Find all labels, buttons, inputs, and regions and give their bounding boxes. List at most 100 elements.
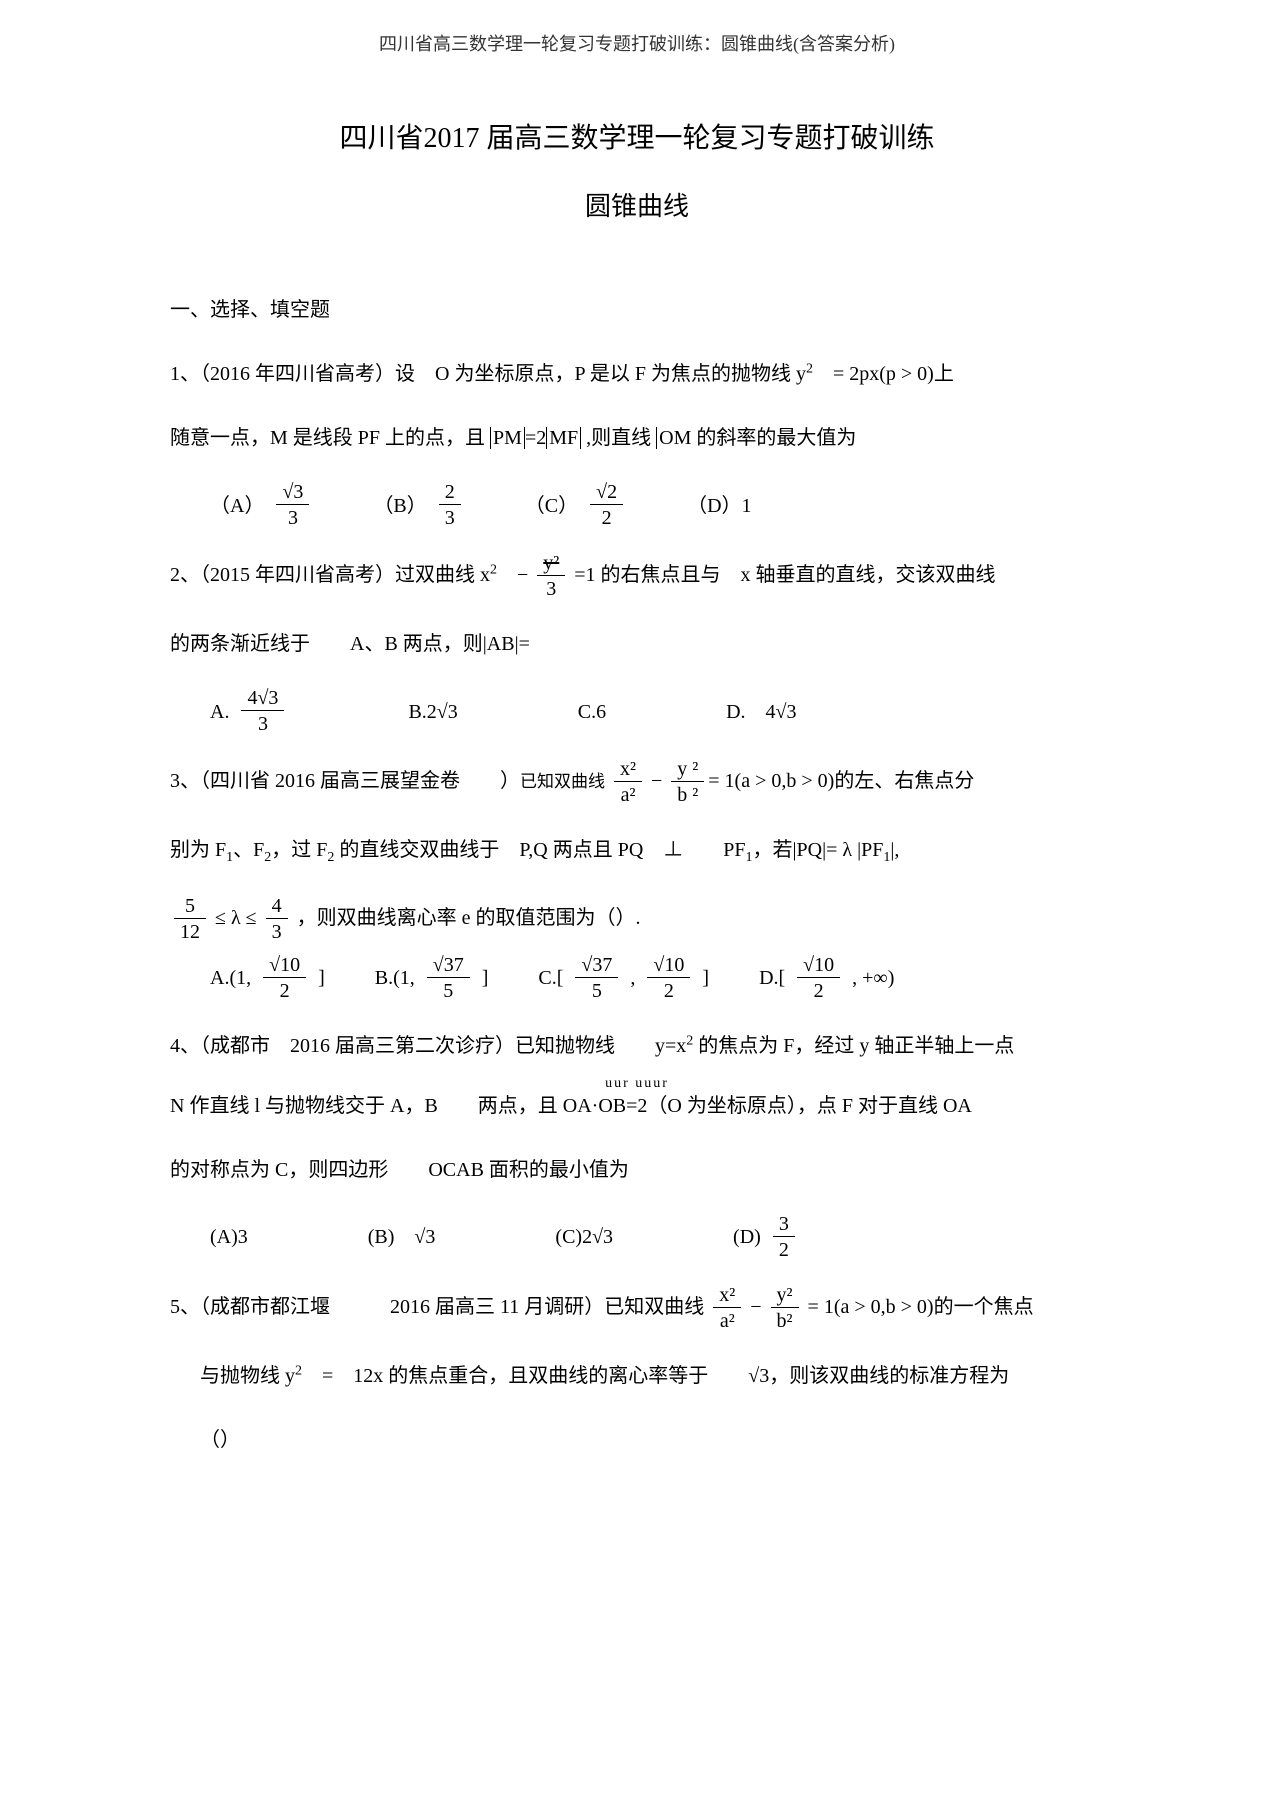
frac-num: y ² xyxy=(671,757,704,782)
q3-options: A.(1, √102 ] B.(1, √375 ] C.[ √375 , √10… xyxy=(170,953,1104,1004)
q5-text: 5、（成都市都江堰 2016 届高三 11 月调研）已知双曲线 xyxy=(170,1296,709,1318)
q2-text: =1 的右焦点且与 x 轴垂直的直线，交该双曲线 xyxy=(569,564,995,586)
q2-text: − xyxy=(497,564,533,586)
q3-tail: ，则双曲线离心率 e 的取值范围为（）. xyxy=(292,907,641,929)
q2-option-c: C.6 xyxy=(578,686,606,737)
q3-text: ，过 F xyxy=(271,839,327,861)
question-3-line2: 别为 F1、F2，过 F2 的直线交双曲线于 P,Q 两点且 PQ ⊥ PF1，… xyxy=(170,828,1104,874)
frac-den: 2 xyxy=(647,978,690,1004)
question-2-line2: 的两条渐近线于 A、B 两点，则|AB|= xyxy=(170,622,1104,666)
q1-option-a: （A） √33 xyxy=(210,480,313,531)
opt-label: B.(1, xyxy=(375,956,415,1000)
opt-suf: ] xyxy=(482,956,489,1000)
q4-option-b: (B) √3 xyxy=(368,1212,436,1263)
page-header: 四川省高三数学理一轮复习专题打破训练：圆锥曲线(含答案分析) xyxy=(170,30,1104,56)
q2-sup: 2 xyxy=(490,562,497,577)
q5-sup: 2 xyxy=(295,1363,302,1378)
q4-option-a: (A)3 xyxy=(210,1212,248,1263)
q3-text: 的直线交双曲线于 P,Q 两点且 PQ ⊥ PF xyxy=(334,839,745,861)
q1-text: = 2px(p > 0)上 xyxy=(813,363,954,385)
q1-pm: PM xyxy=(490,427,525,449)
q3-small: 已知双曲线 xyxy=(520,772,605,791)
question-5-line2: 与抛物线 y2 = 12x 的焦点重合，且双曲线的离心率等于 √3，则该双曲线的… xyxy=(170,1354,1104,1398)
sub: 1 xyxy=(746,850,753,865)
frac-num: √3 xyxy=(276,480,309,505)
frac-den: 5 xyxy=(427,978,470,1004)
question-2: 2、（2015 年四川省高考）过双曲线 x2 − y²3 =1 的右焦点且与 x… xyxy=(170,551,1104,602)
q3-text: 3、（四川省 2016 届高三展望金卷 ） xyxy=(170,770,520,792)
q3-minus: − xyxy=(646,770,667,792)
q4-option-c: (C)2√3 xyxy=(555,1212,613,1263)
q1-option-d: （D）1 xyxy=(687,480,751,531)
q3-text: 别为 F xyxy=(170,839,226,861)
q3-eq: = 1(a > 0,b > 0)的左、右焦点分 xyxy=(708,770,974,792)
frac-num: 4√3 xyxy=(241,686,284,711)
question-5: 5、（成都市都江堰 2016 届高三 11 月调研）已知双曲线 x²a² − y… xyxy=(170,1283,1104,1334)
q1-mf: MF xyxy=(546,427,581,449)
question-5-line3: （） xyxy=(170,1418,1104,1462)
q3-option-c: C.[ √375 , √102 ] xyxy=(538,953,709,1004)
q1-om: OM xyxy=(656,427,691,449)
frac-den: b ² xyxy=(671,782,704,808)
opt-suf: ] xyxy=(702,956,709,1000)
frac-num: x² xyxy=(614,757,642,782)
question-4: 4、（成都市 2016 届高三第二次诊疗）已知抛物线 y=x2 的焦点为 F，经… xyxy=(170,1024,1104,1068)
opt-comma: , xyxy=(630,956,635,1000)
frac-den: 5 xyxy=(575,978,618,1004)
section-heading: 一、选择、填空题 xyxy=(170,293,1104,322)
opt-label: （C） xyxy=(525,484,578,528)
question-3: 3、（四川省 2016 届高三展望金卷 ）已知双曲线 x²a² − y ²b ²… xyxy=(170,757,1104,808)
question-3-line3: 512 ≤ λ ≤ 43 ，则双曲线离心率 e 的取值范围为（）. xyxy=(170,894,1104,945)
frac-den: 3 xyxy=(276,505,309,531)
frac-num: √10 xyxy=(797,953,840,978)
frac-num: √10 xyxy=(263,953,306,978)
opt-label: C.[ xyxy=(538,956,563,1000)
frac-den: 3 xyxy=(537,576,565,602)
main-title: 四川省2017 届高三数学理一轮复习专题打破训练 xyxy=(170,116,1104,156)
question-1-line2: 随意一点，M 是线段 PF 上的点，且 PM=2MF ,则直线 OM 的斜率的最… xyxy=(170,416,1104,460)
opt-suf: ] xyxy=(318,956,325,1000)
q3-leq: ≤ λ ≤ xyxy=(210,907,262,929)
q5-text: 与抛物线 y xyxy=(200,1365,295,1387)
question-4-line2: N 作直线 l 与抛物线交于 A，B 两点，且 OA·OB=2（O 为坐标原点）… xyxy=(170,1084,1104,1128)
frac-den: 12 xyxy=(174,919,206,945)
frac-den: 2 xyxy=(263,978,306,1004)
q2-options: A. 4√33 B.2√3 C.6 D. 4√3 xyxy=(170,686,1104,737)
frac-den: b² xyxy=(771,1308,799,1334)
frac-num: √2 xyxy=(590,480,623,505)
opt-label: A. xyxy=(210,690,229,734)
q1-text: 的斜率的最大值为 xyxy=(691,427,856,449)
opt-label: D.[ xyxy=(759,956,785,1000)
frac-den: 3 xyxy=(241,711,284,737)
q1-text: 随意一点，M 是线段 PF 上的点，且 xyxy=(170,427,490,449)
frac-den: 2 xyxy=(797,978,840,1004)
frac-num: y² xyxy=(771,1283,799,1308)
q1-text: 1、（2016 年四川省高考）设 O 为坐标原点，P 是以 F 为焦点的抛物线 … xyxy=(170,363,806,385)
q5-eq: = 1(a > 0,b > 0)的一个焦点 xyxy=(803,1296,1034,1318)
q3-option-b: B.(1, √375 ] xyxy=(375,953,489,1004)
opt-label: A.(1, xyxy=(210,956,251,1000)
q3-text: ，若|PQ|= λ |PF xyxy=(753,839,884,861)
frac-den: 3 xyxy=(439,505,461,531)
opt-label: (D) xyxy=(733,1215,761,1259)
q1-option-c: （C） √22 xyxy=(525,480,627,531)
opt-label: （B） xyxy=(373,484,426,528)
frac-den: a² xyxy=(713,1308,741,1334)
q1-text: ,则直线 xyxy=(581,427,656,449)
frac-num: √37 xyxy=(427,953,470,978)
opt-suf: , +∞) xyxy=(852,956,894,1000)
frac-num: 3 xyxy=(773,1212,795,1237)
frac-num: y² xyxy=(537,551,565,576)
q3-text: 、F xyxy=(233,839,264,861)
frac-den: 2 xyxy=(773,1237,795,1263)
frac-num: 5 xyxy=(174,894,206,919)
q4-option-d: (D) 32 xyxy=(733,1212,799,1263)
frac-den: 3 xyxy=(266,919,288,945)
q1-sup: 2 xyxy=(806,361,813,376)
frac-num: 2 xyxy=(439,480,461,505)
frac-den: 2 xyxy=(590,505,623,531)
q1-option-b: （B） 23 xyxy=(373,480,464,531)
frac-num: x² xyxy=(713,1283,741,1308)
question-1: 1、（2016 年四川省高考）设 O 为坐标原点，P 是以 F 为焦点的抛物线 … xyxy=(170,352,1104,396)
q4-options: (A)3 (B) √3 (C)2√3 (D) 32 xyxy=(170,1212,1104,1263)
